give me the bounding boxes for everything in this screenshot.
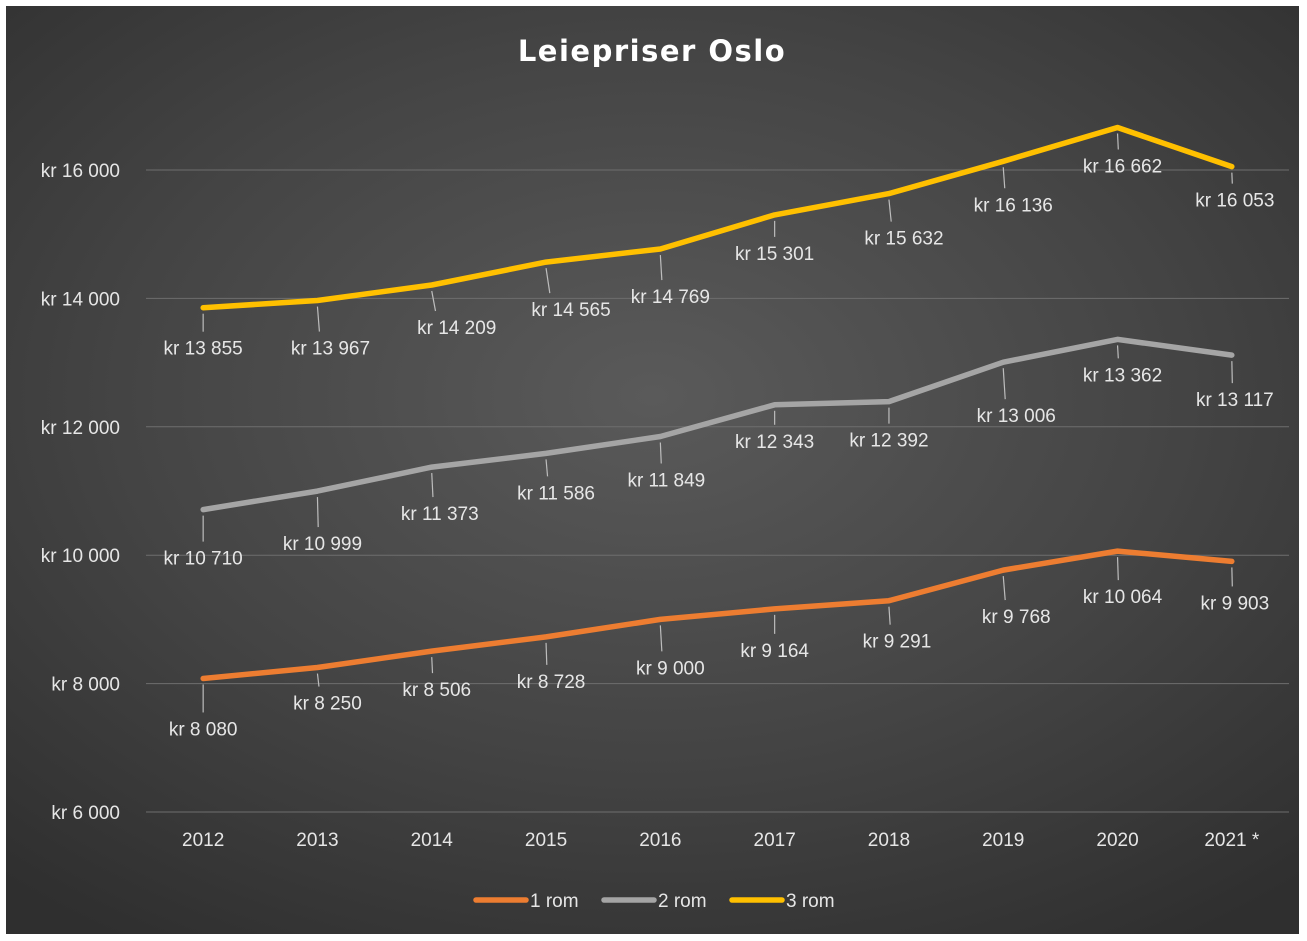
leader-line <box>659 254 663 281</box>
data-label: kr 10 999 <box>283 534 362 555</box>
leader-line <box>431 473 434 498</box>
y-axis: kr 6 000 kr 8 000 kr 10 000 kr 12 000 kr 14 … <box>41 161 120 824</box>
data-labels: kr 8 080 kr 8 250 kr 8 506 kr 8 728 kr 9 000… <box>164 133 1274 740</box>
x-tick-label: 2016 <box>639 830 681 851</box>
data-label: kr 12 392 <box>849 431 928 452</box>
y-tick-label: kr 12 000 <box>41 418 120 439</box>
leader-line <box>1116 345 1119 359</box>
x-tick-label: 2017 <box>754 830 796 851</box>
x-tick-label: 2013 <box>296 830 338 851</box>
leader-line <box>316 497 319 528</box>
x-axis: 2012 2013 2014 2015 2016 2017 2018 2019 2020 2021… <box>182 830 1260 851</box>
legend-label: 1 rom <box>530 891 579 912</box>
x-tick-label: 2014 <box>411 830 454 851</box>
data-label: kr 14 769 <box>631 287 710 308</box>
data-label: kr 9 000 <box>636 658 705 679</box>
y-tick-label: kr 8 000 <box>51 675 120 696</box>
data-label: kr 16 662 <box>1083 156 1162 177</box>
chart-title: Leiepriser Oslo <box>518 34 786 68</box>
data-label: kr 16 053 <box>1195 191 1274 212</box>
legend-label: 2 rom <box>658 891 707 912</box>
x-tick-label: 2019 <box>982 830 1024 851</box>
y-tick-label: kr 10 000 <box>41 546 120 567</box>
data-label: kr 9 903 <box>1201 593 1270 614</box>
data-label: kr 9 768 <box>982 607 1051 628</box>
data-label: kr 8 728 <box>517 672 586 693</box>
x-tick-label: 2020 <box>1096 830 1138 851</box>
data-label: kr 9 291 <box>863 632 932 653</box>
data-label: kr 13 006 <box>977 406 1056 427</box>
leader-line <box>1116 133 1119 150</box>
leader-line <box>431 290 437 312</box>
data-label: kr 10 710 <box>164 549 243 570</box>
leader-line <box>1116 557 1119 581</box>
leader-line <box>888 199 892 222</box>
leader-line <box>659 442 662 464</box>
leader-line <box>1002 167 1006 189</box>
data-label: kr 15 632 <box>864 229 943 250</box>
data-label: kr 13 117 <box>1196 390 1274 411</box>
x-tick-label: 2018 <box>868 830 910 851</box>
data-label: kr 14 565 <box>531 300 610 321</box>
data-label: kr 14 209 <box>417 318 496 339</box>
x-tick-label: 2021 * <box>1204 830 1260 851</box>
leader-line <box>431 657 434 674</box>
leader-line <box>659 625 663 652</box>
data-label: kr 10 064 <box>1083 587 1163 608</box>
data-label: kr 8 080 <box>169 719 238 740</box>
data-label: kr 12 343 <box>735 432 814 453</box>
x-tick-label: 2012 <box>182 830 224 851</box>
data-label: kr 8 506 <box>402 680 471 701</box>
leader-line <box>545 459 549 477</box>
data-label: kr 11 849 <box>627 470 705 491</box>
y-tick-label: kr 14 000 <box>41 289 120 310</box>
data-label: kr 8 250 <box>293 694 362 715</box>
leader-line <box>545 642 548 665</box>
data-label: kr 11 373 <box>401 504 479 525</box>
leader-line <box>1002 368 1006 400</box>
legend: 1 rom 2 rom 3 rom <box>473 891 835 912</box>
x-tick-label: 2015 <box>525 830 567 851</box>
data-label: kr 9 164 <box>740 641 809 662</box>
leader-line <box>316 673 320 687</box>
data-label: kr 13 855 <box>164 339 243 360</box>
y-tick-label: kr 6 000 <box>51 803 120 824</box>
series-line-2-rom <box>200 336 1235 513</box>
series-line-1-rom <box>200 548 1235 682</box>
data-label: kr 13 362 <box>1083 365 1162 386</box>
series-line-3-rom <box>200 124 1235 311</box>
data-label: kr 13 967 <box>291 339 370 360</box>
legend-label: 3 rom <box>786 891 835 912</box>
data-label: kr 11 586 <box>517 483 595 504</box>
y-tick-label: kr 16 000 <box>41 161 120 182</box>
leader-line <box>1002 576 1006 601</box>
data-label: kr 16 136 <box>974 195 1053 216</box>
series-lines <box>200 124 1235 682</box>
chart-area: Leiepriser Oslo kr 6 000 kr 8 000 kr 10 00… <box>6 6 1299 934</box>
line-chart: Leiepriser Oslo kr 6 000 kr 8 000 kr 10 00… <box>41 34 1289 912</box>
leader-line <box>888 606 891 625</box>
leader-line <box>545 268 551 294</box>
leader-line <box>316 306 320 332</box>
data-label: kr 15 301 <box>735 244 814 265</box>
